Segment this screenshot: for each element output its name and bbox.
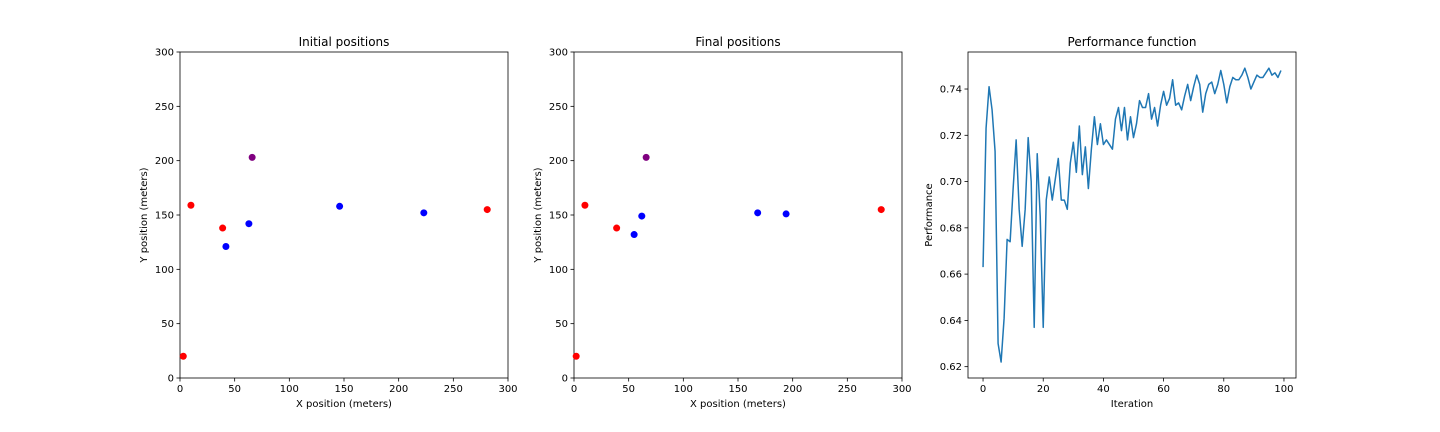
y-tick-label: 0.72: [940, 131, 962, 142]
y-tick-label: 50: [555, 319, 568, 330]
axes-frame: [967, 51, 1297, 379]
y-axis-label: Performance: [924, 183, 935, 246]
y-tick-label: 0.62: [940, 362, 962, 373]
x-tick-label: 60: [1157, 384, 1170, 395]
y-tick-label: 100: [155, 265, 174, 276]
data-point: [245, 220, 253, 228]
data-point: [222, 243, 230, 251]
y-tick-label: 150: [549, 211, 568, 222]
y-tick-label: 300: [155, 48, 174, 59]
x-tick-label: 200: [389, 384, 408, 395]
y-tick-label: 250: [549, 102, 568, 113]
panel-title: Initial positions: [299, 35, 390, 49]
y-tick-label: 100: [549, 265, 568, 276]
data-point: [754, 209, 762, 217]
x-tick-label: 80: [1217, 384, 1230, 395]
y-tick-label: 300: [549, 48, 568, 59]
x-axis-label: X position (meters): [690, 399, 786, 410]
x-tick-label: 300: [498, 384, 517, 395]
y-axis-label: Y position (meters): [533, 167, 544, 263]
y-tick-label: 0.74: [940, 85, 962, 96]
axes-frame: [573, 51, 903, 379]
x-tick-label: 100: [1274, 384, 1293, 395]
y-tick-label: 200: [155, 156, 174, 167]
data-point: [179, 352, 187, 360]
y-tick-label: 0.64: [940, 316, 962, 327]
data-point: [483, 206, 491, 214]
y-tick-label: 0: [168, 374, 174, 385]
y-tick-label: 50: [161, 319, 174, 330]
panel-title: Final positions: [695, 35, 780, 49]
x-tick-label: 40: [1097, 384, 1110, 395]
data-point: [219, 224, 227, 232]
x-tick-label: 0: [571, 384, 577, 395]
data-point: [572, 352, 580, 360]
data-point: [248, 153, 256, 161]
data-point: [581, 201, 589, 209]
x-tick-label: 300: [892, 384, 911, 395]
y-tick-label: 0.70: [940, 177, 962, 188]
x-axis-label: X position (meters): [296, 399, 392, 410]
x-tick-label: 250: [838, 384, 857, 395]
x-tick-label: 50: [228, 384, 241, 395]
data-point: [630, 231, 638, 239]
x-tick-label: 200: [783, 384, 802, 395]
y-axis-label: Y position (meters): [139, 167, 150, 263]
y-tick-label: 250: [155, 102, 174, 113]
performance-function-panel: Performance function Iteration Performan…: [924, 35, 1297, 410]
y-tick-label: 0.68: [940, 223, 962, 234]
panel-title: Performance function: [1068, 35, 1197, 49]
data-point: [782, 210, 790, 218]
data-point: [336, 202, 344, 210]
data-point: [642, 153, 650, 161]
data-point: [420, 209, 428, 217]
x-tick-label: 150: [728, 384, 747, 395]
x-tick-label: 20: [1037, 384, 1050, 395]
x-tick-label: 50: [622, 384, 635, 395]
axes-frame: [179, 51, 509, 379]
x-axis-label: Iteration: [1111, 399, 1153, 410]
x-tick-label: 0: [980, 384, 986, 395]
y-tick-label: 0.66: [940, 270, 962, 281]
final-positions-panel: Final positions X position (meters) Y po…: [533, 35, 912, 410]
y-tick-label: 0: [562, 374, 568, 385]
x-tick-label: 250: [444, 384, 463, 395]
performance-line: [982, 67, 1282, 363]
x-tick-label: 0: [177, 384, 183, 395]
y-tick-label: 150: [155, 211, 174, 222]
x-tick-label: 150: [334, 384, 353, 395]
y-tick-label: 200: [549, 156, 568, 167]
data-point: [638, 212, 646, 220]
data-point: [187, 201, 195, 209]
x-tick-label: 100: [674, 384, 693, 395]
data-point: [877, 206, 885, 214]
initial-positions-panel: Initial positions X position (meters) Y …: [139, 35, 518, 410]
x-tick-label: 100: [280, 384, 299, 395]
data-point: [613, 224, 621, 232]
